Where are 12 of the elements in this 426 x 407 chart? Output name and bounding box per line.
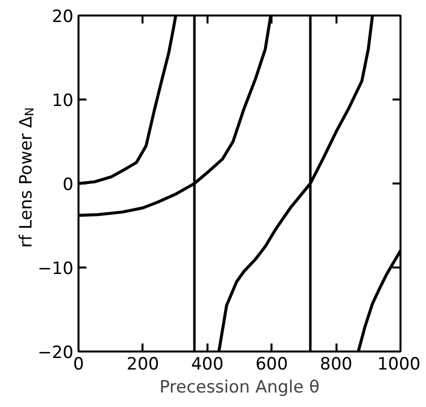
x-tick-label: 600	[255, 354, 288, 374]
y-tick-label: −10	[38, 259, 74, 279]
x-tick-label: 1000	[377, 354, 420, 374]
y-tick-label: 0	[62, 175, 74, 195]
y-tick-label: −20	[38, 343, 74, 363]
x-tick-label: 800	[320, 354, 352, 374]
x-axis-title: Precession Angle θ	[159, 378, 320, 398]
x-tick-label: 200	[126, 354, 160, 374]
y-axis-title: rf Lens Power ΔN	[16, 107, 36, 248]
x-tick-label: 400	[191, 354, 224, 374]
y-tick-label: 10	[52, 91, 74, 111]
y-tick-label: 20	[52, 7, 74, 27]
